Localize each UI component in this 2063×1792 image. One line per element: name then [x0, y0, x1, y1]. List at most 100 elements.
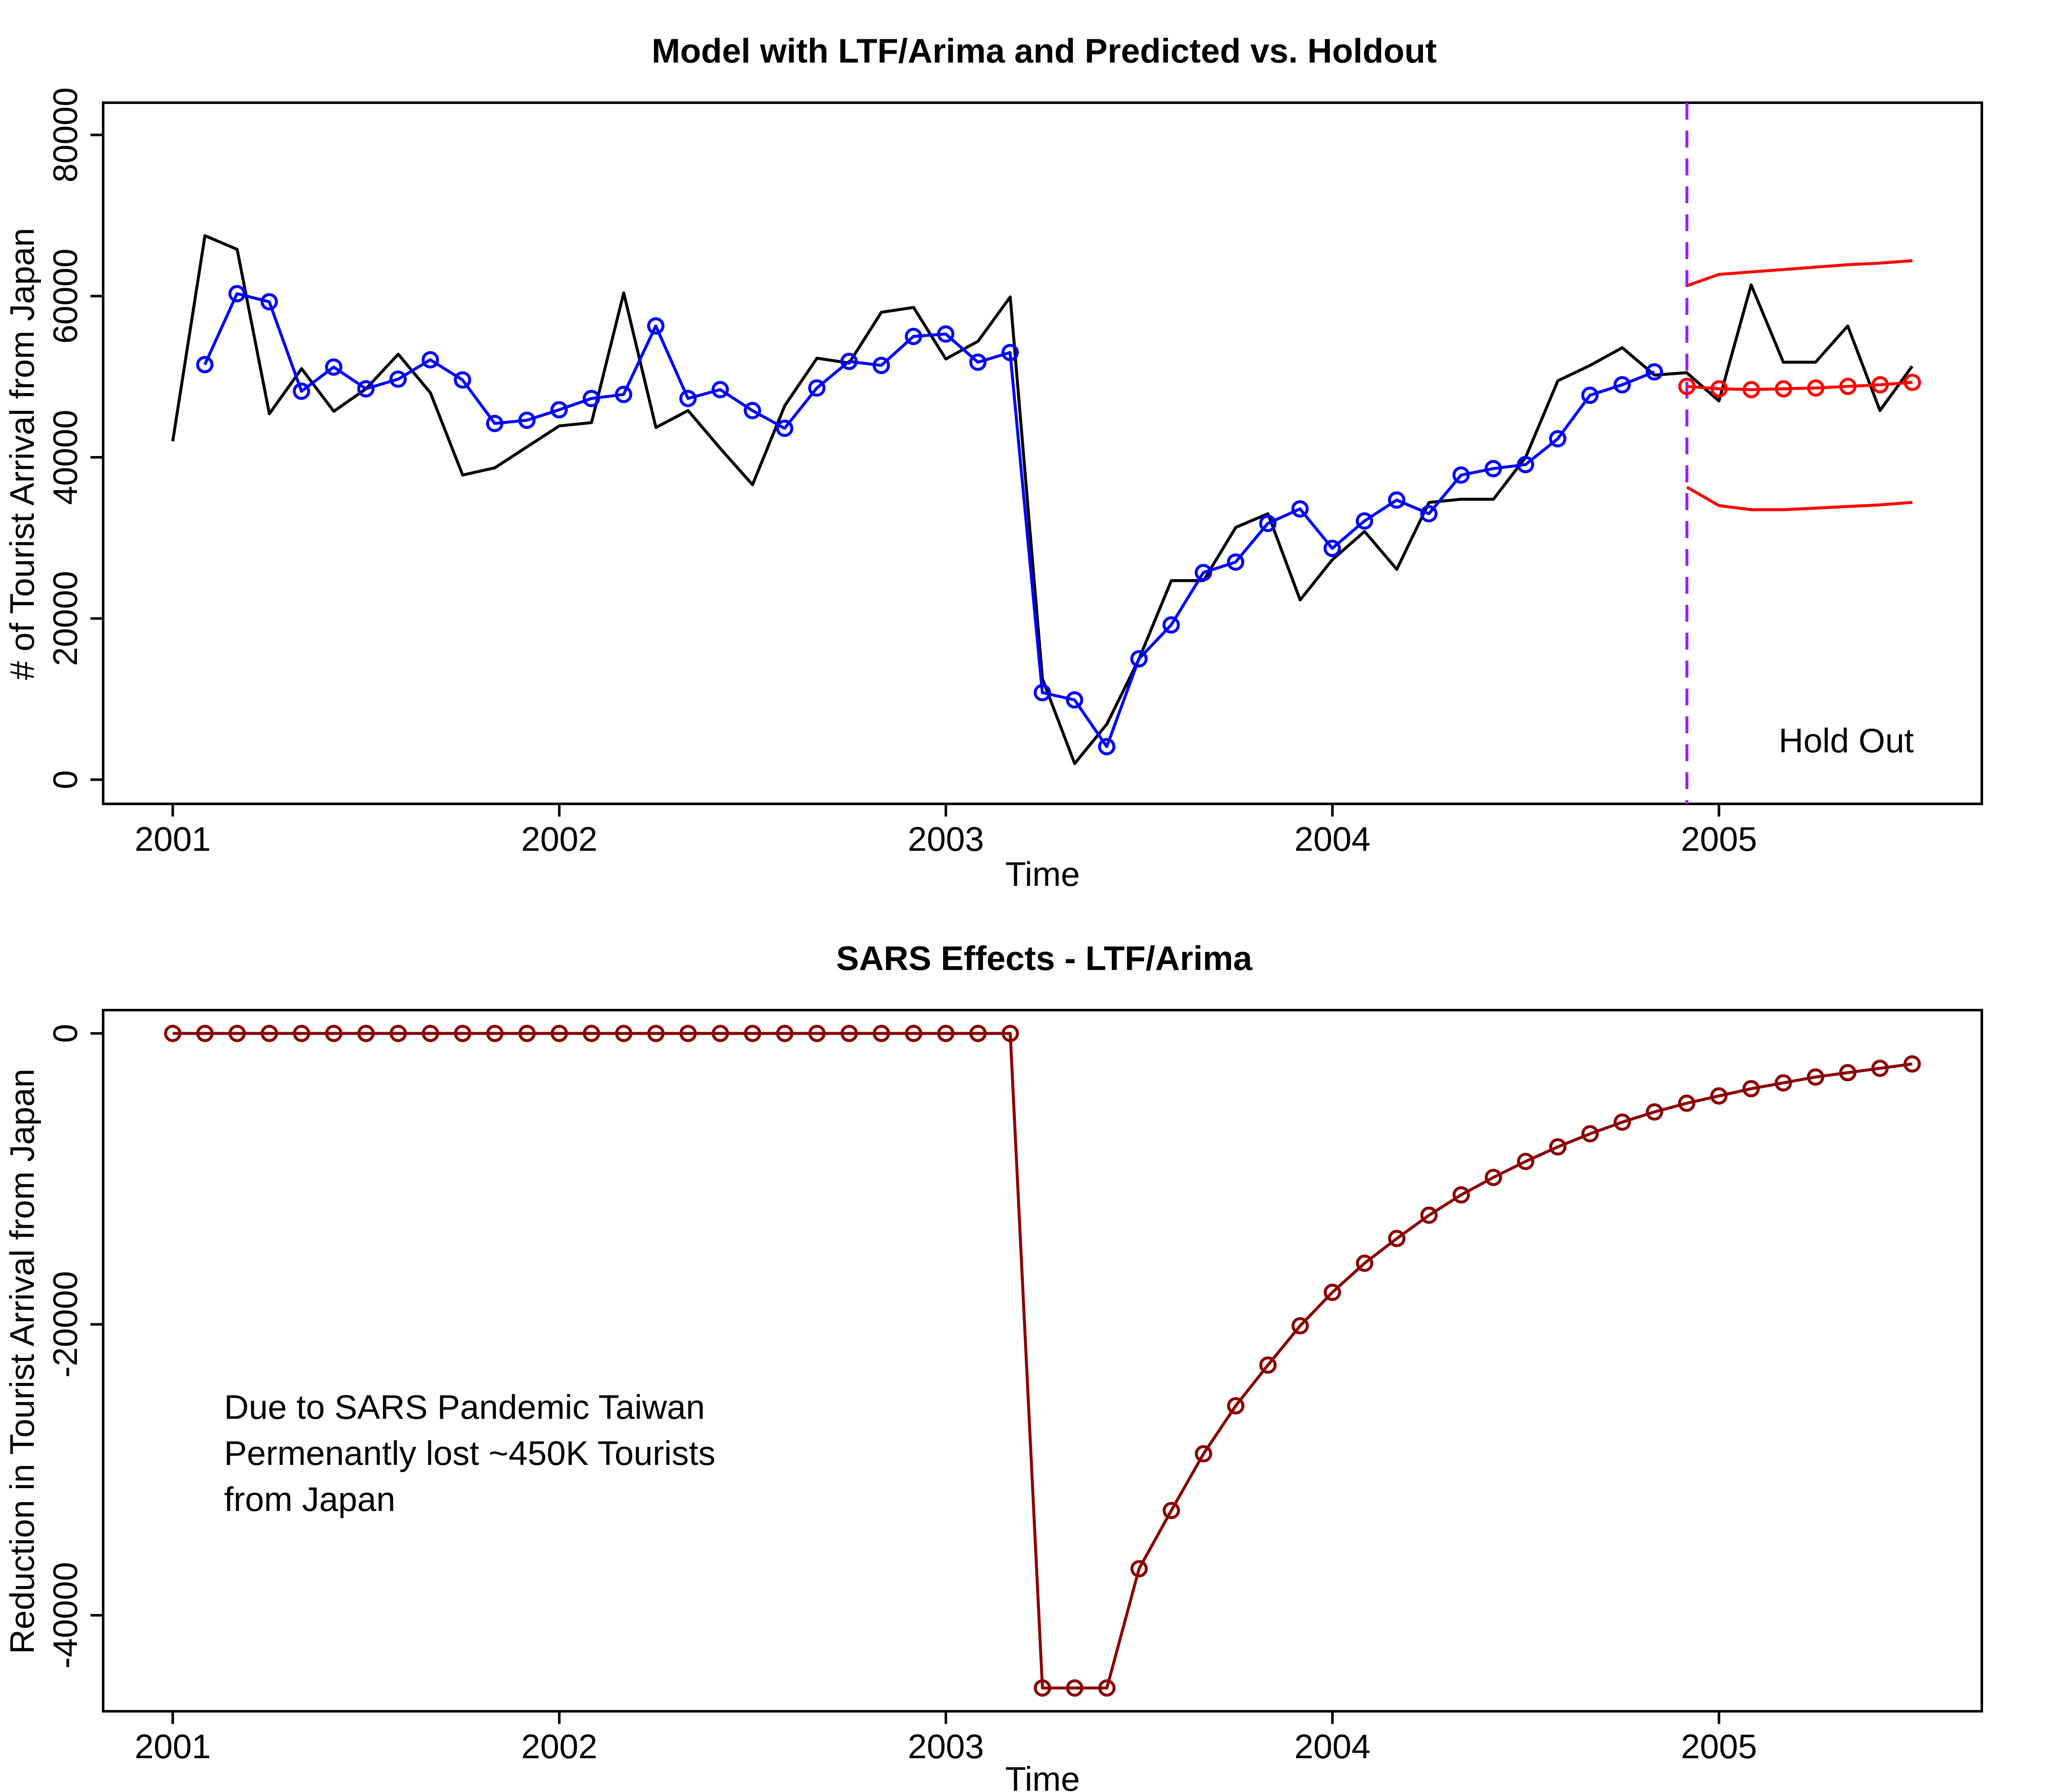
top-fitted-point [1066, 691, 1083, 709]
bottom-effect-point [260, 1024, 278, 1042]
sars-annotation-line: Permenantly lost ~450K Tourists [224, 1434, 715, 1472]
top-fitted-point [1484, 460, 1502, 478]
top-fitted-point [1452, 466, 1470, 484]
top-fitted-point [1517, 456, 1535, 473]
bottom-y-tick-label: 0 [47, 1024, 85, 1043]
bottom-x-tick-label: 2004 [1294, 1728, 1371, 1766]
top-fitted-point [840, 352, 858, 370]
bottom-effect-point [550, 1024, 568, 1042]
top-fitted-point [1001, 344, 1019, 361]
top-fitted-point [1130, 650, 1148, 668]
bottom-effect-line [172, 1032, 1913, 1690]
bottom-chart-title: SARS Effects - LTF/Arima [836, 940, 1253, 978]
bottom-effect-point [1420, 1206, 1438, 1224]
top-fitted-point [1356, 512, 1374, 530]
bottom-effect-point [1742, 1080, 1760, 1098]
bottom-x-tick-label: 2001 [134, 1728, 211, 1766]
top-fitted-point [550, 401, 568, 419]
top-forecast-point [1807, 379, 1825, 397]
top-forecast-upper-line [1686, 259, 1913, 287]
top-x-tick-label: 2005 [1681, 820, 1757, 858]
holdout-annotation: Hold Out [1778, 722, 1914, 760]
bottom-effect-point [969, 1024, 987, 1042]
top-fitted-point [1388, 491, 1406, 509]
top-fitted-point [1420, 505, 1438, 523]
bottom-effect-point [1163, 1502, 1180, 1519]
bottom-effect-point [873, 1024, 890, 1042]
top-y-axis-label: # of Tourist Arrival from Japan [3, 228, 41, 680]
bottom-effect-point [1581, 1125, 1599, 1143]
top-x-tick-label: 2003 [908, 820, 984, 858]
bottom-effect-point [1549, 1138, 1567, 1156]
bottom-effect-point [389, 1024, 407, 1042]
top-forecast-line [1687, 381, 1913, 391]
top-fitted-point [260, 293, 278, 311]
bottom-effect-point [1517, 1153, 1535, 1170]
bottom-effect-point [1130, 1560, 1148, 1578]
bottom-effect-point [1839, 1064, 1857, 1082]
bottom-effect-point [1227, 1397, 1245, 1415]
sars-annotation-line: Due to SARS Pandemic Taiwan [224, 1388, 705, 1426]
bottom-effect-point [1485, 1169, 1502, 1186]
top-fitted-point [454, 371, 471, 389]
bottom-effect-point [1001, 1024, 1019, 1042]
bottom-effect-point [486, 1024, 504, 1042]
top-fitted-point [1291, 500, 1309, 518]
bottom-effect-point [518, 1024, 536, 1042]
bottom-effect-point [647, 1024, 665, 1042]
bottom-y-tick-label: -40000 [47, 1562, 85, 1669]
bottom-effect-point [293, 1024, 310, 1042]
top-fitted-point [937, 325, 955, 343]
top-fitted-point [228, 285, 246, 303]
top-forecast-point [1678, 377, 1696, 395]
top-x-tick-label: 2004 [1294, 820, 1371, 858]
top-fitted-point [1034, 684, 1051, 702]
top-fitted-point [1323, 540, 1341, 557]
top-fitted-point [518, 411, 536, 429]
top-forecast-lower-line [1686, 486, 1913, 511]
bottom-effect-point [1291, 1317, 1309, 1335]
bottom-effect-point [454, 1024, 471, 1042]
bottom-effect-point [808, 1024, 826, 1042]
top-plot-frame [102, 101, 1983, 805]
bottom-effect-point [228, 1024, 246, 1042]
bottom-effect-point [421, 1024, 439, 1042]
bottom-x-axis-label: Time [1005, 1760, 1080, 1792]
bottom-effect-point [325, 1024, 343, 1042]
top-fitted-point [1645, 363, 1663, 381]
top-fitted-point [421, 351, 439, 369]
top-forecast-point [1775, 380, 1792, 398]
bottom-effect-point [1388, 1229, 1406, 1247]
top-fitted-point [711, 381, 729, 399]
top-y-tick-label: 40000 [47, 410, 85, 505]
bottom-effect-point [196, 1024, 214, 1042]
top-forecast-point [1871, 376, 1889, 393]
bottom-effect-point [1807, 1068, 1825, 1086]
top-x-axis-label: Time [1005, 855, 1080, 893]
top-fitted-point [1227, 553, 1245, 571]
top-fitted-point [389, 370, 407, 388]
bottom-chart: SARS Effects - LTF/Arima Time Reduction … [3, 940, 1983, 1792]
sars-annotation-line: from Japan [224, 1481, 395, 1519]
top-fitted-point [905, 328, 922, 345]
bottom-effect-point [1324, 1284, 1341, 1301]
top-y-tick-label: 80000 [47, 87, 85, 183]
bottom-x-tick-label: 2002 [521, 1728, 597, 1766]
top-forecast-point [1710, 380, 1728, 398]
bottom-effect-point [744, 1024, 761, 1042]
bottom-effect-point [905, 1024, 922, 1042]
top-fitted-point [325, 358, 342, 376]
top-fitted-point [1549, 430, 1567, 448]
bottom-effect-point [1871, 1060, 1889, 1077]
top-fitted-point [776, 419, 793, 437]
top-fitted-point [1162, 616, 1180, 634]
top-fitted-point [615, 385, 632, 403]
bottom-effect-point [1710, 1087, 1728, 1105]
top-y-tick-label: 20000 [47, 571, 85, 666]
top-fitted-point [293, 382, 310, 400]
top-fitted-point [1259, 514, 1277, 532]
top-y-tick-label: 0 [47, 770, 85, 789]
top-fitted-point [647, 317, 665, 335]
top-fitted-point [196, 356, 213, 374]
